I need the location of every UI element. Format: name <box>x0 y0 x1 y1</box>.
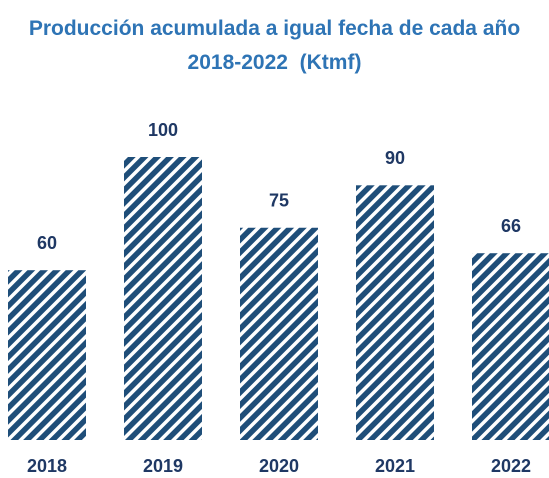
x-tick-label: 2020 <box>259 456 299 476</box>
bar <box>240 227 318 440</box>
bar <box>472 253 549 440</box>
data-label: 100 <box>148 120 178 140</box>
bar <box>124 157 202 440</box>
data-label: 90 <box>385 148 405 168</box>
data-label: 75 <box>269 191 289 211</box>
bar <box>356 185 434 440</box>
chart-title: Producción acumulada a igual fecha de ca… <box>28 17 526 74</box>
x-tick-label: 2019 <box>143 456 183 476</box>
data-label: 60 <box>37 233 57 253</box>
x-tick-label: 2022 <box>491 456 531 476</box>
bar <box>8 270 86 440</box>
data-label: 66 <box>501 216 521 236</box>
x-tick-label: 2018 <box>27 456 67 476</box>
x-tick-label: 2021 <box>375 456 415 476</box>
